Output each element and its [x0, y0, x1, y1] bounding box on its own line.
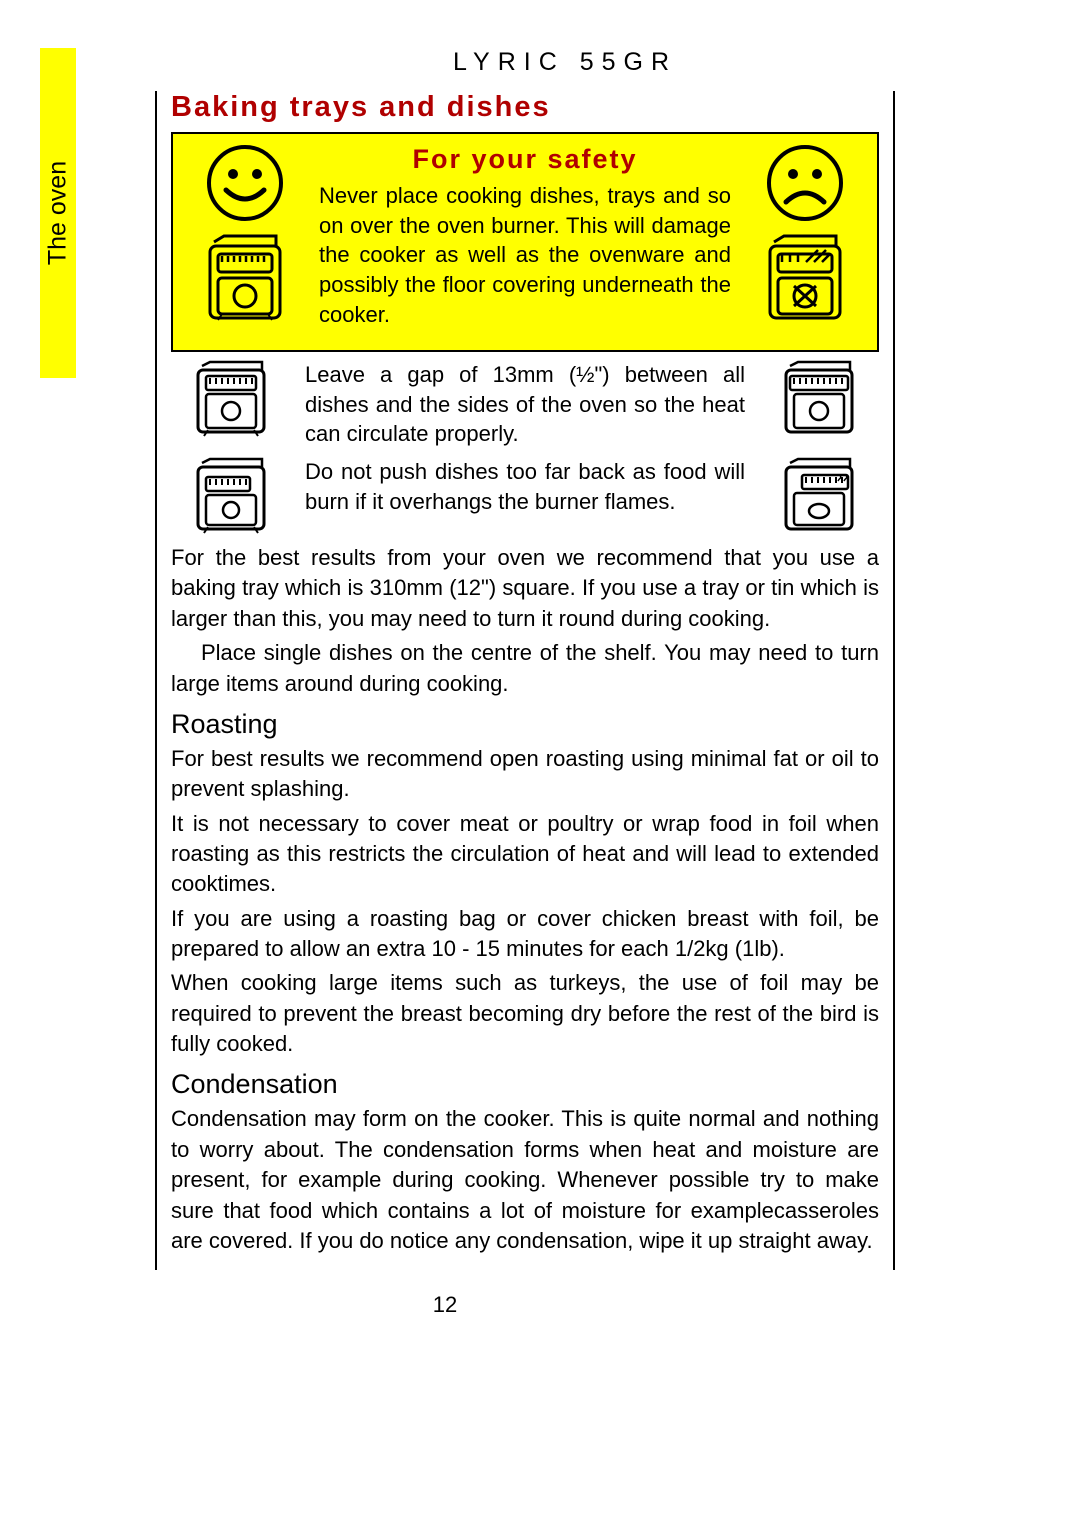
- condensation-heading: Condensation: [171, 1069, 879, 1100]
- section-title: Baking trays and dishes: [171, 91, 879, 124]
- gap-instruction-row: Leave a gap of 13mm (½") between all dis…: [171, 360, 879, 449]
- condensation-p1: Condensation may form on the cooker. Thi…: [171, 1104, 879, 1256]
- oven-gap-wrong-icon: [780, 360, 858, 438]
- safety-title: For your safety: [319, 144, 731, 175]
- gap-instruction-text: Leave a gap of 13mm (½") between all dis…: [291, 360, 759, 449]
- roasting-p3: If you are using a roasting bag or cover…: [171, 904, 879, 965]
- roasting-heading: Roasting: [171, 709, 879, 740]
- happy-face-icon: [206, 144, 284, 222]
- roasting-p4: When cooking large items such as turkeys…: [171, 968, 879, 1059]
- oven-push-wrong-icon: [780, 457, 858, 535]
- side-tab-label: The oven: [44, 161, 73, 265]
- push-back-row: Do not push dishes too far back as food …: [171, 457, 879, 535]
- roasting-p2: It is not necessary to cover meat or pou…: [171, 809, 879, 900]
- oven-push-correct-icon: [192, 457, 270, 535]
- safety-text: Never place cooking dishes, trays and so…: [319, 181, 731, 329]
- best-results-para: For the best results from your oven we r…: [171, 543, 879, 634]
- side-tab: The oven: [40, 48, 76, 378]
- single-dishes-para: Place single dishes on the centre of the…: [171, 638, 879, 699]
- sad-face-icon: [766, 144, 844, 222]
- safety-callout: For your safety Never place cooking dish…: [171, 132, 879, 352]
- page-number: 12: [0, 1292, 740, 1318]
- oven-wrong-icon: [764, 232, 846, 324]
- oven-gap-correct-icon: [192, 360, 270, 438]
- push-back-text: Do not push dishes too far back as food …: [291, 457, 759, 516]
- content-column: Baking trays and dishes: [155, 91, 895, 1270]
- roasting-p1: For best results we recommend open roast…: [171, 744, 879, 805]
- product-model: LYRIC 55GR: [0, 48, 1080, 77]
- oven-correct-icon: [204, 232, 286, 324]
